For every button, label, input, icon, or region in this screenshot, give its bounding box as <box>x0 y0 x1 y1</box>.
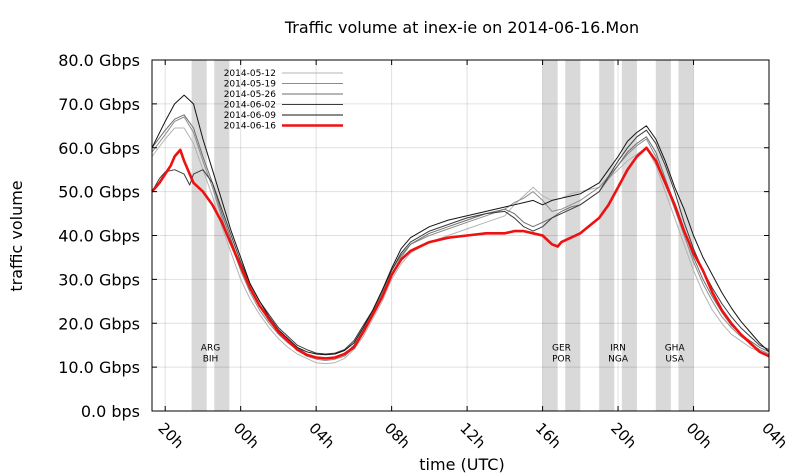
match-band-irn-nga <box>621 60 637 411</box>
match-label-por: POR <box>552 355 571 365</box>
series-line-2014-05-12 <box>151 127 770 365</box>
series-line-2014-06-16 <box>151 146 770 360</box>
match-band-ger-por <box>542 60 558 411</box>
legend-label-2014-06-16: 2014-06-16 <box>224 122 277 132</box>
legend-label-2014-05-12: 2014-05-12 <box>224 69 276 79</box>
match-label-usa: USA <box>665 355 684 365</box>
y-tick-label-40: 40.0 Gbps <box>58 227 140 246</box>
legend-label-2014-06-09: 2014-06-09 <box>224 111 277 121</box>
x-tick-label-10: 04h <box>305 419 338 452</box>
y-tick-label-60: 60.0 Gbps <box>58 139 140 158</box>
chart-title: Traffic volume at inex-ie on 2014-06-16.… <box>284 18 639 37</box>
y-axis-label: traffic volume <box>7 180 26 291</box>
y-tick-label-0: 0.0 bps <box>81 402 140 421</box>
legend: 2014-05-122014-05-192014-05-262014-06-02… <box>224 69 343 132</box>
legend-label-2014-06-02: 2014-06-02 <box>224 101 276 111</box>
match-label-arg: ARG <box>201 344 220 354</box>
series-line-2014-06-02 <box>151 129 770 355</box>
y-tick-label-20: 20.0 Gbps <box>58 314 140 333</box>
match-label-nga: NGA <box>608 355 629 365</box>
match-label-gha: GHA <box>665 344 686 354</box>
match-label-bih: BIH <box>203 355 219 365</box>
y-tick-label-50: 50.0 Gbps <box>58 183 140 202</box>
y-tick-label-70: 70.0 Gbps <box>58 95 140 114</box>
legend-label-2014-05-26: 2014-05-26 <box>224 90 277 100</box>
x-tick-label-34: 04h <box>758 419 791 452</box>
match-label-irn: IRN <box>610 344 626 354</box>
y-tick-label-30: 30.0 Gbps <box>58 270 140 289</box>
legend-label-2014-05-19: 2014-05-19 <box>224 80 277 90</box>
x-tick-label-18: 12h <box>456 419 489 452</box>
x-tick-label-2: 20h <box>154 419 187 452</box>
x-tick-label-14: 08h <box>381 419 414 452</box>
x-tick-label-22: 16h <box>532 419 565 452</box>
y-tick-label-10: 10.0 Gbps <box>58 358 140 377</box>
match-label-ger: GER <box>552 344 571 354</box>
x-axis-label: time (UTC) <box>419 455 504 474</box>
x-tick-label-6: 00h <box>230 419 263 452</box>
series-line-2014-05-19 <box>151 116 770 361</box>
match-band-arg-bih <box>214 60 230 411</box>
series-lines <box>151 94 770 365</box>
x-tick-label-30: 00h <box>683 419 716 452</box>
x-tick-label-26: 20h <box>607 419 640 452</box>
match-band-irn-nga <box>599 60 615 411</box>
series-line-2014-06-09 <box>151 94 770 356</box>
y-tick-label-80: 80.0 Gbps <box>58 51 140 70</box>
